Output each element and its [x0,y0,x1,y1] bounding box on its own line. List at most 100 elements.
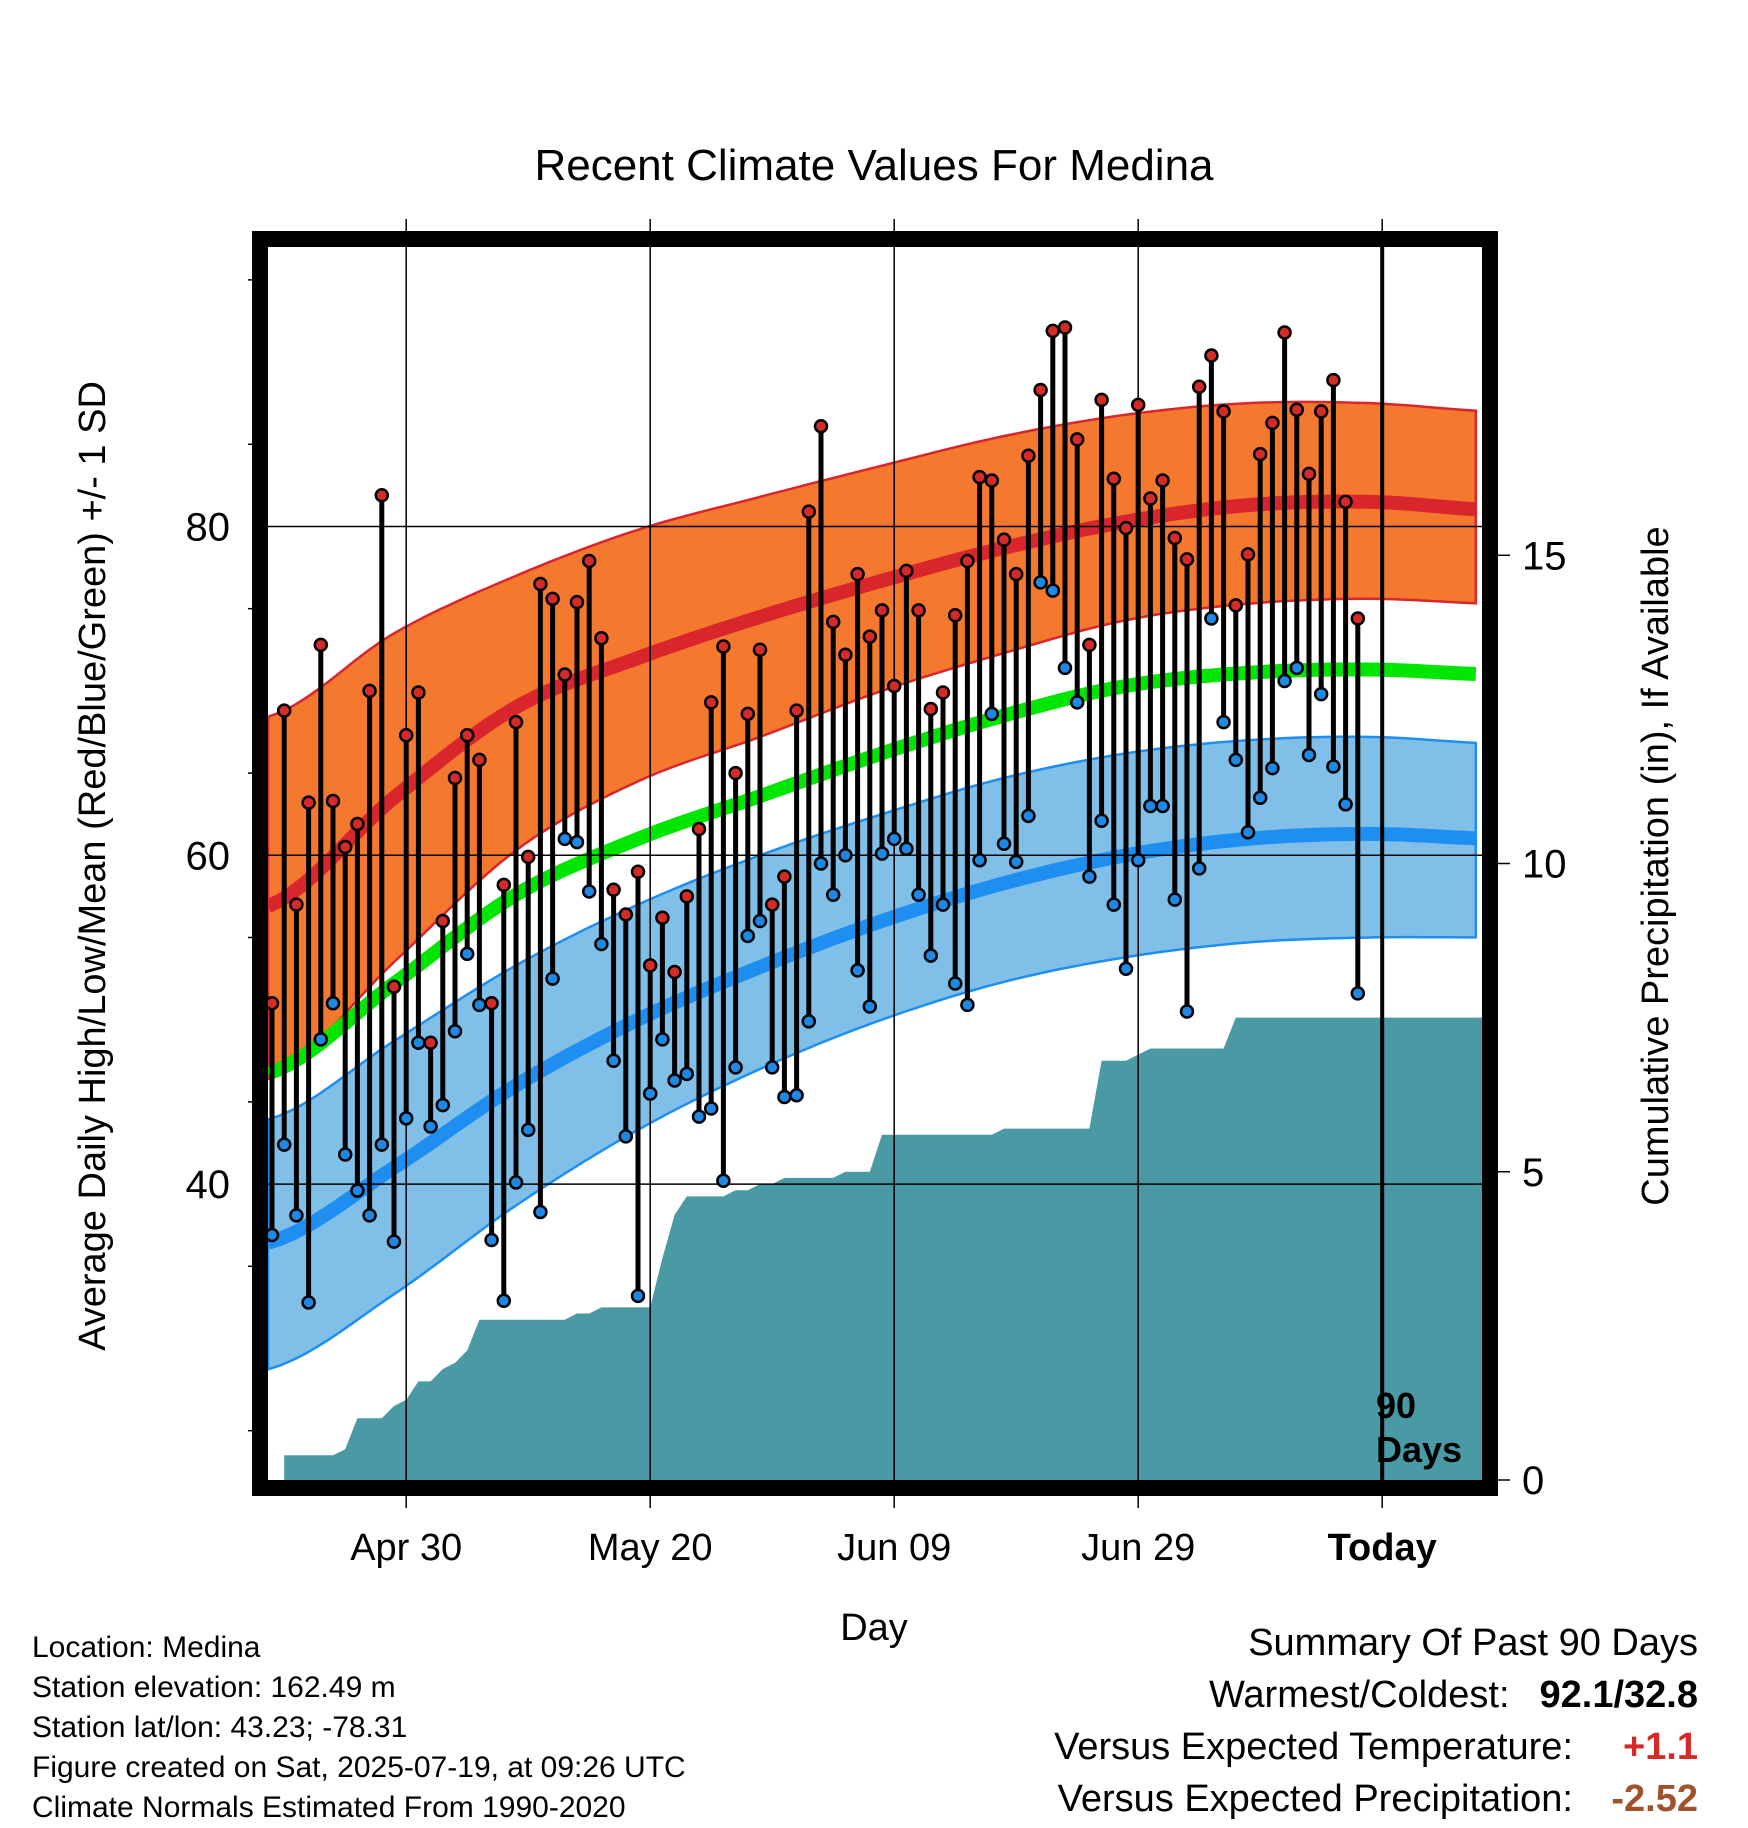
low-point [1289,660,1305,676]
high-point [435,913,451,929]
low-point [606,1053,621,1069]
high-point [618,907,634,922]
low-point [1118,961,1134,976]
precipitation-area-layer [284,1017,1483,1480]
high-point [1143,491,1158,506]
y-axis-label: Average Daily High/Low/Mean (Red/Blue/Gr… [72,381,114,1351]
high-point [459,728,475,743]
high-point [606,882,621,898]
high-point [1289,402,1305,418]
high-point [911,603,926,618]
high-point [679,889,695,904]
summary-temp: Versus Expected Temperature: +1.1 [1054,1726,1698,1769]
high-point [752,642,768,658]
low-point [423,1119,438,1134]
low-point [1057,660,1073,676]
low-point [667,1073,682,1088]
low-point [594,936,609,952]
y-tick-label: 60 [186,834,231,878]
low-point [703,1101,719,1116]
high-point [325,793,341,809]
high-point [276,703,292,718]
high-point [1191,379,1207,394]
high-point [1228,598,1244,613]
daily-points [264,320,1366,1310]
high-point [1082,637,1097,653]
high-point [1008,566,1024,582]
high-point [740,706,756,722]
high-point [1240,547,1256,562]
high-point [1204,348,1219,363]
low-point [362,1208,377,1223]
high-point [838,647,853,662]
low-point [1106,897,1122,912]
high-point [1313,404,1329,419]
low-point [935,897,951,912]
high-point [423,1035,438,1050]
low-point [557,831,573,847]
low-point [1252,790,1268,805]
high-point [630,864,646,879]
precip-label: Versus Expected Precipitation: [1057,1778,1573,1820]
low-point [850,963,865,978]
low-point [679,1066,695,1082]
low-point [947,976,963,991]
low-point [374,1137,390,1152]
x-tick-label: May 20 [588,1527,713,1569]
low-point [301,1295,316,1310]
high-point [764,897,780,912]
summary-warm-cold: Warmest/Coldest: 92.1/32.8 [1209,1674,1698,1717]
high-point [545,591,560,607]
summary-precip: Versus Expected Precipitation: -2.52 [1058,1778,1698,1821]
temp-value: +1.1 [1622,1726,1698,1768]
high-point [557,667,573,682]
low-point [777,1089,792,1105]
high-point [947,608,963,623]
low-point [1082,869,1097,884]
high-point [496,877,512,893]
x-tick-label: Jun 29 [1081,1527,1195,1569]
chart-title: Recent Climate Values For Medina [534,141,1214,190]
high-point [520,849,536,865]
high-point [1338,494,1353,510]
high-point [984,473,1000,488]
low-point [545,971,560,986]
high-point [1057,320,1073,335]
low-point [1277,673,1292,689]
high-point [1069,432,1085,447]
info-location: Location: Medina [32,1631,261,1664]
low-point [581,884,597,899]
high-point [398,728,414,743]
low-point [1021,808,1036,824]
low-point [630,1288,646,1304]
low-point [1143,798,1158,814]
info-latlon: Station lat/lon: 43.23; -78.31 [32,1711,408,1744]
high-point [1130,397,1146,413]
high-point [886,678,902,694]
y2-tick-label: 5 [1522,1151,1544,1195]
high-point [801,504,817,519]
high-point [1301,466,1317,482]
high-point [362,683,377,699]
y2-axis-label: Cumulative Precipitation (in), If Availa… [1635,526,1677,1205]
low-point [1094,813,1109,829]
low-point [716,1173,731,1189]
low-point [886,831,902,847]
x-tick-label: Jun 09 [837,1527,951,1569]
high-point [703,695,719,710]
high-point [1252,446,1268,462]
low-point [520,1122,536,1138]
low-point [325,995,341,1011]
info-elevation: Station elevation: 162.49 m [32,1671,396,1704]
high-point [484,995,499,1011]
info-created: Figure created on Sat, 2025-07-19, at 09… [32,1751,686,1784]
high-point [313,637,329,653]
low-point [740,928,756,944]
high-point [777,869,792,884]
high-point [996,532,1012,547]
y-tick-label: 80 [186,505,231,549]
low-point [1338,797,1353,812]
high-point [301,795,316,810]
high-point [1021,448,1036,464]
cumulative-precip-area [284,1017,1483,1480]
